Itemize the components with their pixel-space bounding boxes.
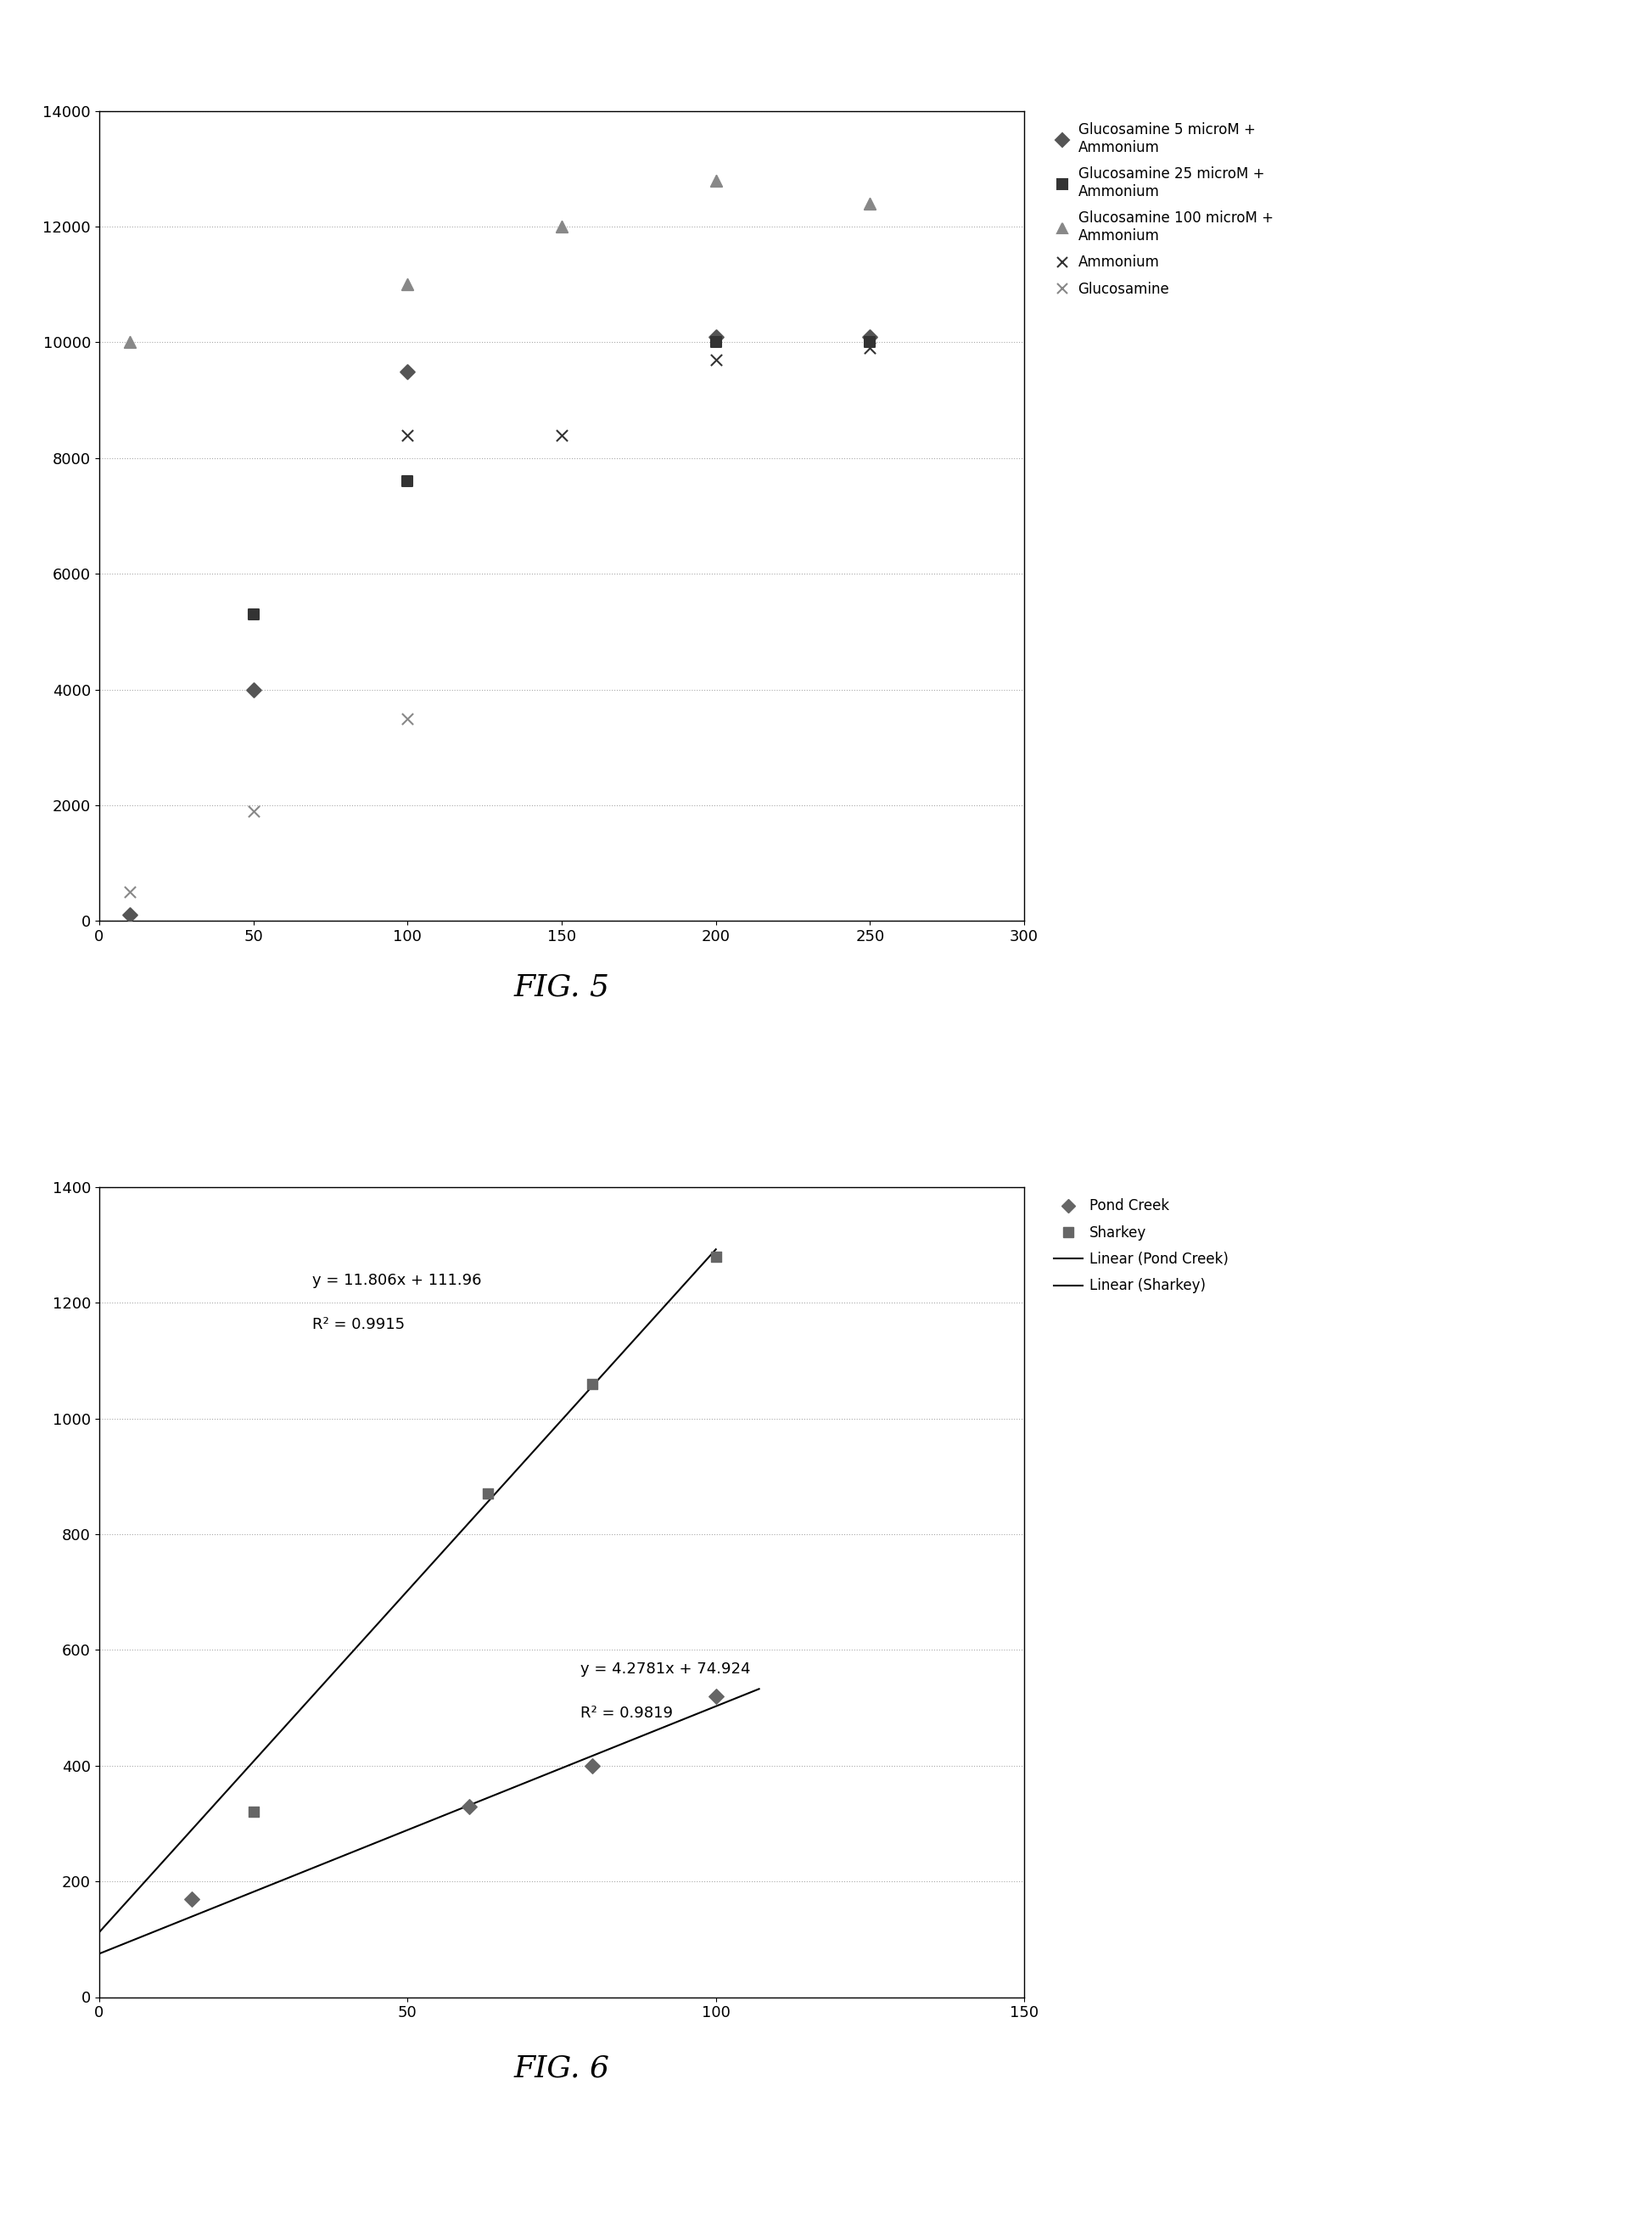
Point <box>702 1678 729 1713</box>
Point <box>395 464 421 499</box>
Point <box>117 874 144 910</box>
Point <box>548 417 575 453</box>
Point <box>474 1476 501 1511</box>
Point <box>240 672 266 708</box>
Legend: Glucosamine 5 microM +
Ammonium, Glucosamine 25 microM +
Ammonium, Glucosamine 1: Glucosamine 5 microM + Ammonium, Glucosa… <box>1049 118 1277 302</box>
Point <box>117 324 144 359</box>
Point <box>702 320 729 355</box>
Point <box>857 324 884 359</box>
Point <box>857 331 884 366</box>
Point <box>240 597 266 632</box>
Point <box>548 209 575 244</box>
Point <box>702 1238 729 1274</box>
Point <box>702 162 729 197</box>
Point <box>395 417 421 453</box>
Point <box>702 342 729 377</box>
Point <box>580 1367 606 1402</box>
Point <box>240 792 266 828</box>
Point <box>580 1749 606 1784</box>
Point <box>395 701 421 737</box>
Text: y = 4.2781x + 74.924: y = 4.2781x + 74.924 <box>580 1662 750 1678</box>
Point <box>702 324 729 359</box>
Text: R² = 0.9915: R² = 0.9915 <box>312 1318 405 1331</box>
Legend: Pond Creek, Sharkey, Linear (Pond Creek), Linear (Sharkey): Pond Creek, Sharkey, Linear (Pond Creek)… <box>1049 1194 1232 1298</box>
Point <box>857 320 884 355</box>
Point <box>117 896 144 932</box>
Point <box>240 1795 266 1831</box>
Text: FIG. 6: FIG. 6 <box>514 2053 610 2084</box>
Text: R² = 0.9819: R² = 0.9819 <box>580 1706 672 1722</box>
Point <box>178 1882 205 1917</box>
Text: FIG. 5: FIG. 5 <box>514 972 610 1003</box>
Point <box>395 353 421 388</box>
Text: y = 11.806x + 111.96: y = 11.806x + 111.96 <box>312 1271 481 1287</box>
Point <box>395 266 421 302</box>
Point <box>456 1789 482 1824</box>
Point <box>857 186 884 222</box>
